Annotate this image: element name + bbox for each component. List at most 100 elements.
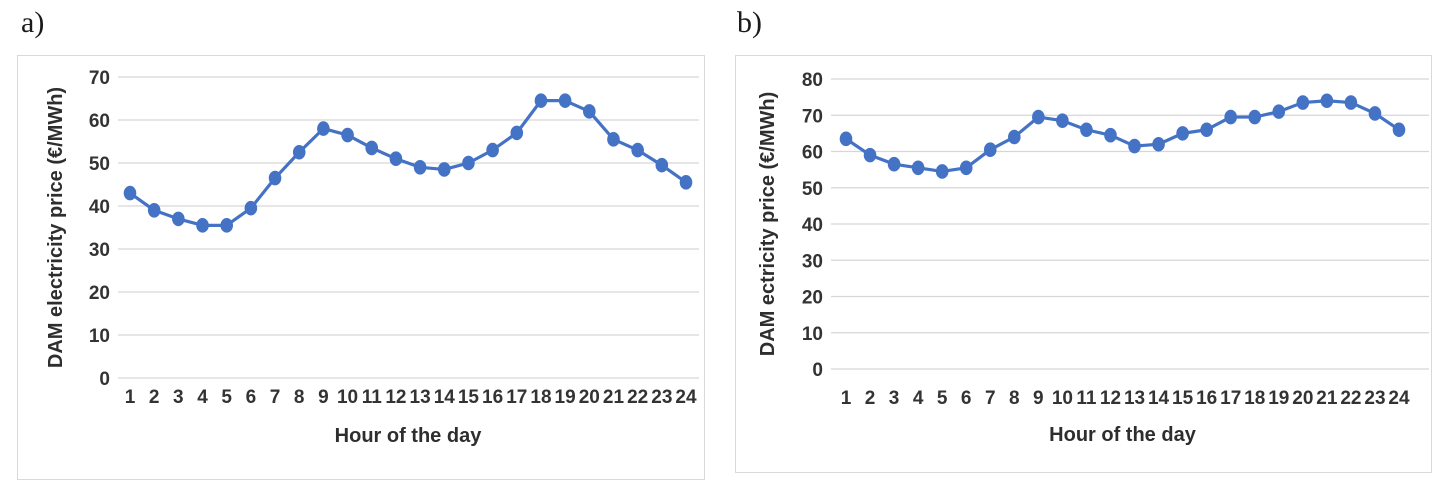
y-tick-label: 30 (802, 251, 823, 272)
y-tick-label: 40 (89, 197, 110, 218)
x-tick-label: 11 (1076, 388, 1097, 409)
data-point (292, 144, 306, 160)
x-tick-label: 19 (555, 387, 576, 408)
data-point (244, 200, 258, 216)
data-point (959, 160, 973, 176)
y-tick-label: 30 (89, 240, 110, 261)
y-tick-label: 10 (89, 326, 110, 347)
x-tick-label: 23 (1364, 388, 1385, 409)
data-point (1248, 109, 1262, 125)
data-point (983, 142, 997, 157)
y-tick-label: 10 (802, 324, 823, 345)
x-tick-label: 3 (173, 387, 184, 408)
x-tick-label: 24 (675, 387, 697, 408)
x-tick-label: 6 (961, 388, 972, 409)
data-point (534, 93, 548, 108)
data-point (1320, 93, 1334, 109)
data-point (1392, 122, 1406, 138)
data-point (1032, 109, 1045, 125)
data-point (268, 170, 282, 186)
data-point (839, 131, 853, 147)
x-tick-label: 20 (1292, 388, 1313, 409)
data-point (558, 93, 572, 108)
x-tick-label: 17 (506, 387, 527, 408)
data-point (1368, 106, 1382, 121)
x-tick-label: 16 (1196, 388, 1217, 409)
y-axis-title: DAM electricity price (€/MWh) (45, 87, 67, 368)
x-tick-label: 19 (1268, 388, 1289, 409)
y-tick-label: 40 (802, 215, 823, 236)
data-point (413, 160, 427, 175)
y-tick-label: 70 (802, 106, 823, 127)
x-tick-label: 9 (318, 387, 329, 408)
y-axis-title: DAM ectricity price (€/MWh) (757, 92, 779, 356)
y-tick-label: 0 (99, 369, 110, 390)
data-point (486, 142, 499, 158)
x-axis-title: Hour of the day (1049, 424, 1197, 446)
x-tick-label: 9 (1033, 388, 1044, 409)
data-point (1152, 136, 1165, 152)
x-tick-label: 10 (337, 387, 358, 408)
x-axis-title: Hour of the day (335, 425, 483, 447)
price-series-line (844, 99, 1401, 174)
data-point (1224, 109, 1237, 125)
data-point (341, 127, 354, 143)
data-point (510, 125, 524, 141)
chart-panel-a: 0 10 20 30 40 50 60 70 1 2 3 4 5 6 7 8 9 10 11 12 13 14 15 16 17… (17, 55, 705, 480)
x-tick-label: 22 (627, 387, 648, 408)
x-tick-label: 3 (889, 388, 900, 409)
x-tick-label: 7 (985, 388, 996, 409)
x-tick-label: 15 (1172, 388, 1194, 409)
data-point (172, 211, 185, 227)
data-point (1008, 129, 1021, 145)
data-point (607, 132, 620, 147)
x-tick-label: 13 (1124, 388, 1145, 409)
x-tick-label: 4 (913, 388, 924, 409)
data-point (1272, 104, 1286, 119)
y-tick-label: 60 (802, 143, 823, 164)
x-tick-label: 6 (246, 387, 257, 408)
data-point (583, 104, 596, 119)
x-tick-label: 10 (1052, 388, 1073, 409)
data-point (123, 185, 137, 201)
data-point (462, 155, 475, 171)
data-point (1128, 138, 1141, 154)
data-point (365, 140, 379, 156)
data-point (655, 157, 669, 173)
x-tick-label: 23 (651, 387, 672, 408)
y-tick-label: 60 (89, 111, 110, 132)
x-tick-label: 13 (410, 387, 431, 408)
y-tick-label: 50 (89, 154, 110, 175)
x-tick-label: 17 (1220, 388, 1241, 409)
data-point (196, 218, 209, 233)
data-point (1056, 113, 1069, 128)
x-tick-label: 12 (1100, 388, 1121, 409)
data-point (679, 175, 693, 190)
data-point (220, 218, 233, 233)
data-point (887, 156, 901, 172)
x-tick-label: 1 (125, 387, 136, 408)
chart-panel-b: 0 10 20 30 40 50 60 70 80 1 2 3 4 5 6 7 8 9 10 11 12 13 14 15 16… (735, 55, 1432, 473)
x-tick-label: 7 (270, 387, 281, 408)
x-tick-label: 8 (294, 387, 305, 408)
data-point (1176, 126, 1189, 141)
x-tick-label: 14 (1148, 388, 1170, 409)
data-point (911, 160, 925, 176)
x-tick-label: 21 (603, 387, 625, 408)
x-tick-label: 4 (197, 387, 208, 408)
x-tick-label: 22 (1340, 388, 1361, 409)
panel-label-a: a) (21, 6, 45, 39)
data-point (389, 151, 403, 166)
x-tick-label: 5 (221, 387, 232, 408)
x-tick-label: 21 (1316, 388, 1338, 409)
y-tick-label: 20 (802, 288, 823, 309)
data-point (631, 142, 644, 158)
x-tick-label: 18 (530, 387, 551, 408)
x-tick-label: 16 (482, 387, 503, 408)
x-tick-label: 24 (1388, 388, 1410, 409)
data-point (1200, 122, 1213, 138)
x-tick-label: 15 (458, 387, 480, 408)
